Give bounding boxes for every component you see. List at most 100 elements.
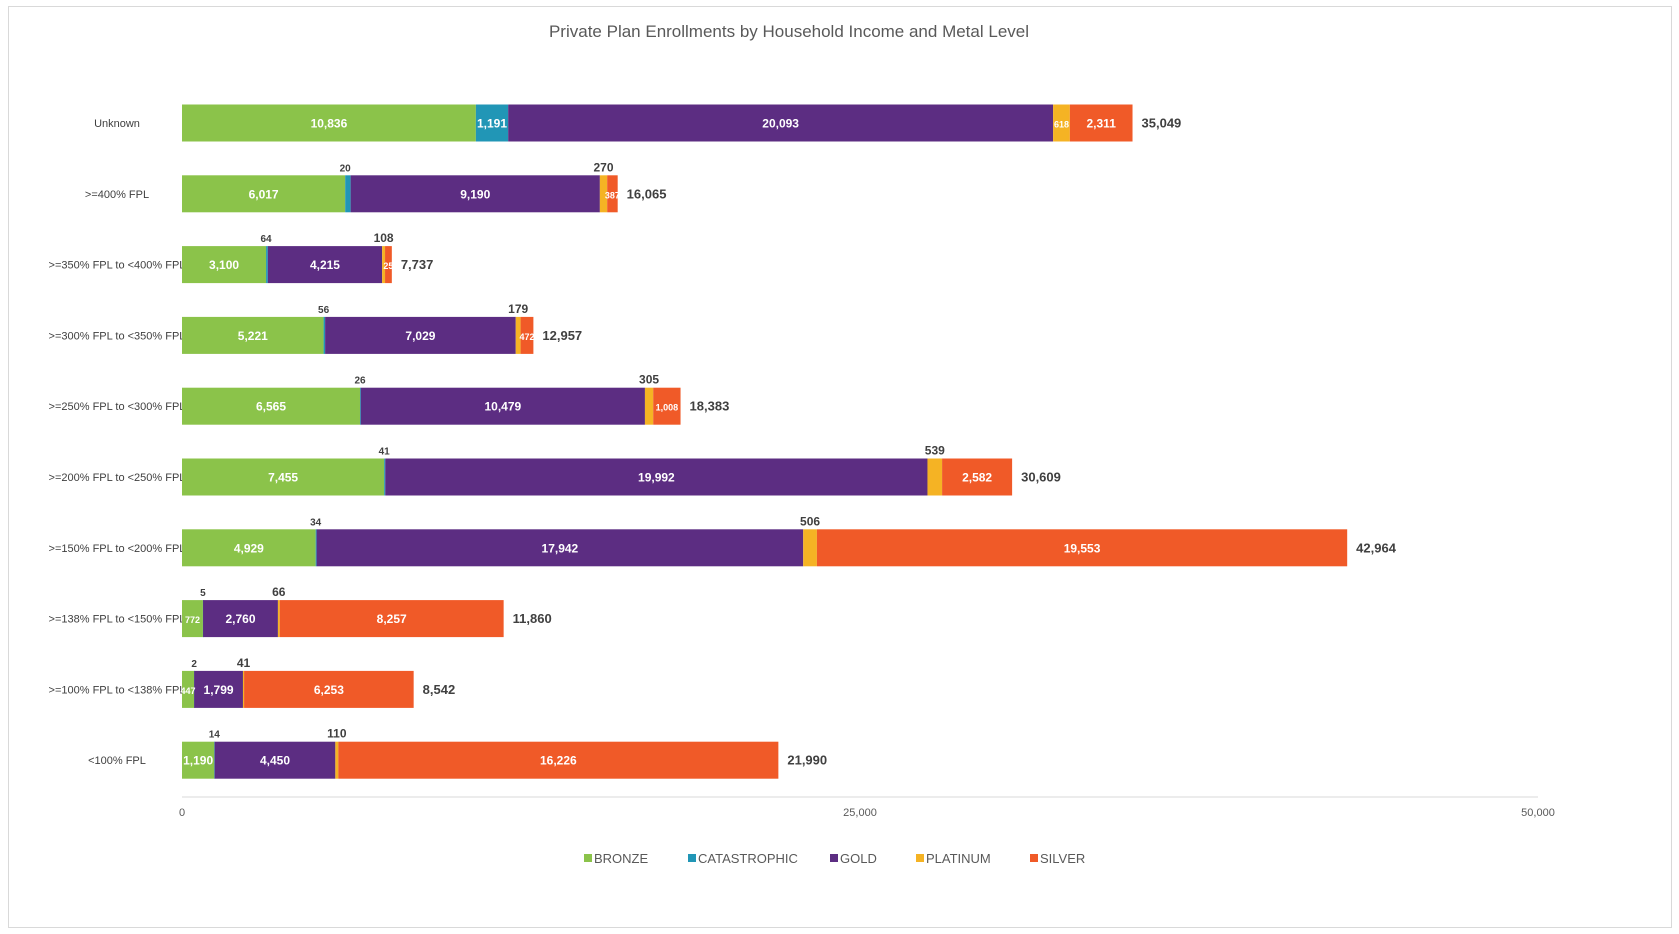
data-label-platinum: 179 [508,302,528,316]
x-tick-label: 0 [179,807,185,819]
bar-segment-bronze [182,175,346,213]
bar-segment-gold [194,670,243,708]
bar-row-138-fpl-to-150-fpl: >=138% FPL to <150% FPL 772 5 2,760 66 8,257 1… [49,585,552,638]
bar-segment-platinum [1053,104,1070,142]
data-label-silver: 16,226 [540,754,577,768]
data-label-silver: 25 [383,261,393,271]
data-label-silver: 8,257 [377,612,407,626]
bar-segment-catastrophic [315,529,317,567]
bar-segment-gold [385,458,928,496]
legend-swatch [688,854,696,862]
data-label-gold: 4,450 [260,754,290,768]
data-label-platinum: 506 [800,514,820,528]
total-label: 35,049 [1142,116,1182,131]
data-label-platinum: 41 [237,656,251,670]
data-label-silver: 19,553 [1064,541,1101,555]
bar-segment-platinum [277,600,280,638]
bar-segment-bronze [182,246,267,284]
data-label-gold: 17,942 [542,541,579,555]
data-label-bronze: 4,929 [234,541,264,555]
category-label: >=300% FPL to <350% FPL [49,330,186,342]
data-label-platinum: 270 [594,160,614,174]
total-label: 18,383 [690,399,730,414]
total-label: 16,065 [627,186,667,201]
bar-segment-gold [350,175,600,213]
category-label: >=400% FPL [85,189,149,201]
data-label-bronze: 6,565 [256,400,286,414]
legend-item-bronze: BRONZE [584,851,649,866]
data-label-catastrophic: 5 [200,588,206,599]
data-label-gold: 19,992 [638,471,675,485]
data-label-gold: 20,093 [762,117,799,131]
data-label-gold: 2,760 [225,612,255,626]
bar-segment-platinum [242,670,245,708]
data-label-catastrophic: 2 [191,659,197,670]
bar-segment-gold [214,741,336,779]
data-label-silver: 2,582 [962,471,992,485]
category-label: >=150% FPL to <200% FPL [49,543,186,555]
legend-item-gold: GOLD [830,851,877,866]
bar-segment-bronze [182,741,215,779]
x-axis: 0 25,000 50,000 [179,796,1555,819]
data-label-bronze: 5,221 [238,329,268,343]
legend: BRONZE CATASTROPHIC GOLD PLATINUM SILVER [584,851,1085,866]
bar-segment-silver [942,458,1013,496]
legend-item-platinum: PLATINUM [916,851,991,866]
bar-segment-platinum [382,246,386,284]
total-label: 42,964 [1356,540,1397,555]
bar-row-350-fpl-to-400-fpl: >=350% FPL to <400% FPL 3,100 64 4,215 108 25… [49,231,434,284]
legend-label: CATASTROPHIC [698,851,798,866]
bar-segment-catastrophic [345,175,351,213]
category-label: <100% FPL [88,755,146,767]
legend-item-catastrophic: CATASTROPHIC [688,851,798,866]
data-label-catastrophic: 1,191 [477,117,507,131]
data-label-bronze: 7,455 [268,471,298,485]
data-label-catastrophic: 64 [261,234,273,245]
data-label-bronze: 3,100 [209,258,239,272]
bar-segment-silver [653,387,681,425]
category-label: Unknown [94,118,140,130]
bar-segment-gold [267,246,383,284]
bar-segment-gold [325,316,516,354]
data-label-gold: 4,215 [310,258,340,272]
data-label-platinum: 305 [639,373,659,387]
data-label-bronze: 10,836 [311,117,348,131]
data-label-silver: 6,253 [314,683,344,697]
legend-item-silver: SILVER [1030,851,1085,866]
bar-segment-platinum [599,175,608,213]
bar-segment-silver [1069,104,1133,142]
bar-segment-silver [338,741,779,779]
data-label-platinum: 66 [272,585,286,599]
data-label-gold: 1,799 [204,683,234,697]
legend-label: GOLD [840,851,877,866]
data-label-silver: 1,008 [656,403,679,413]
bar-segment-platinum [515,316,521,354]
data-label-bronze: 447 [181,686,196,696]
bar-segment-bronze [182,104,476,142]
category-label: >=138% FPL to <150% FPL [49,614,186,626]
bar-row-100-fpl: <100% FPL 1,190 14 4,450 110 16,226 21,990 [88,727,827,779]
total-label: 7,737 [401,257,434,272]
bar-segment-platinum [335,741,339,779]
data-label-catastrophic: 20 [340,163,352,174]
bar-segment-bronze [182,387,361,425]
data-label-gold: 9,190 [460,187,490,201]
bar-segment-catastrophic [475,104,509,142]
total-label: 21,990 [787,753,827,768]
bar-segment-silver [279,600,504,638]
bar-segment-platinum [803,529,817,567]
enrollment-bar-chart: Private Plan Enrollments by Household In… [49,22,1555,866]
chart-title: Private Plan Enrollments by Household In… [549,22,1029,41]
data-label-gold: 10,479 [484,400,521,414]
total-label: 8,542 [423,682,456,697]
data-label-platinum: 110 [327,727,347,741]
x-tick-label: 50,000 [1521,807,1555,819]
category-label: >=350% FPL to <400% FPL [49,260,186,272]
data-label-bronze: 6,017 [249,187,279,201]
data-label-platinum: 539 [925,444,945,458]
bar-segment-silver [244,670,414,708]
legend-label: PLATINUM [926,851,991,866]
bar-segment-catastrophic [266,246,268,284]
data-label-bronze: 772 [185,615,200,625]
data-label-platinum: 618 [1054,120,1069,130]
